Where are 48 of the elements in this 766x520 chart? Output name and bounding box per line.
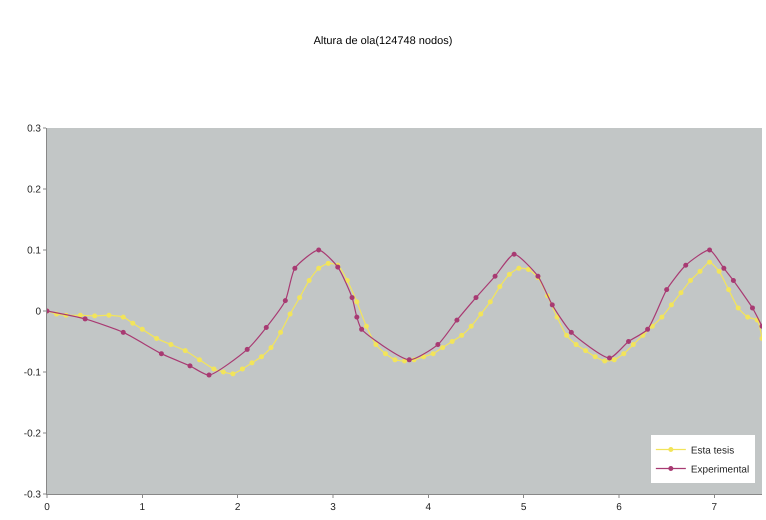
x-tick-label: 0 — [44, 502, 50, 513]
point — [158, 351, 164, 356]
x-tick-label: 3 — [330, 502, 336, 513]
point — [492, 274, 498, 279]
point — [474, 295, 478, 300]
x-tick-label: 7 — [712, 502, 718, 513]
point — [645, 326, 650, 332]
x-tick-label: 1 — [140, 502, 146, 513]
point — [721, 266, 726, 271]
point — [683, 262, 688, 268]
x-tick-label: 5 — [520, 502, 527, 513]
legend-label: Experimental — [690, 464, 750, 476]
point — [292, 266, 298, 271]
point — [282, 298, 288, 304]
point — [359, 326, 364, 332]
point — [244, 346, 250, 352]
point — [350, 295, 355, 300]
x-tick-label: 4 — [426, 502, 432, 513]
point — [568, 330, 574, 335]
y-tick-label: -0.1 — [24, 368, 42, 378]
point — [707, 248, 712, 252]
point — [82, 316, 88, 322]
point — [435, 342, 440, 348]
point — [188, 363, 192, 368]
point — [120, 330, 126, 335]
y-tick-label: 0.3 — [27, 124, 42, 134]
chart-title: Altura de ola(124748 nodos) — [314, 35, 452, 48]
point — [750, 305, 755, 310]
point — [354, 314, 360, 320]
legend-label: Esta tesis — [690, 445, 734, 456]
y-tick-label: 0.2 — [27, 184, 42, 196]
point — [626, 339, 632, 344]
point — [730, 278, 736, 283]
point — [512, 252, 517, 257]
point — [206, 372, 212, 378]
point — [316, 248, 322, 252]
point — [664, 287, 670, 292]
point — [550, 302, 555, 308]
y-tick-label: -0.2 — [24, 428, 42, 440]
x-tick-label: 2 — [234, 502, 241, 513]
point — [264, 324, 269, 330]
point — [406, 357, 412, 362]
point — [454, 318, 460, 323]
y-tick-label: -0.3 — [24, 490, 42, 500]
point — [606, 355, 612, 360]
y-tick-label: 0.1 — [27, 246, 42, 256]
x-tick-label: 6 — [616, 502, 622, 513]
y-tick-label: 0 — [35, 306, 42, 318]
